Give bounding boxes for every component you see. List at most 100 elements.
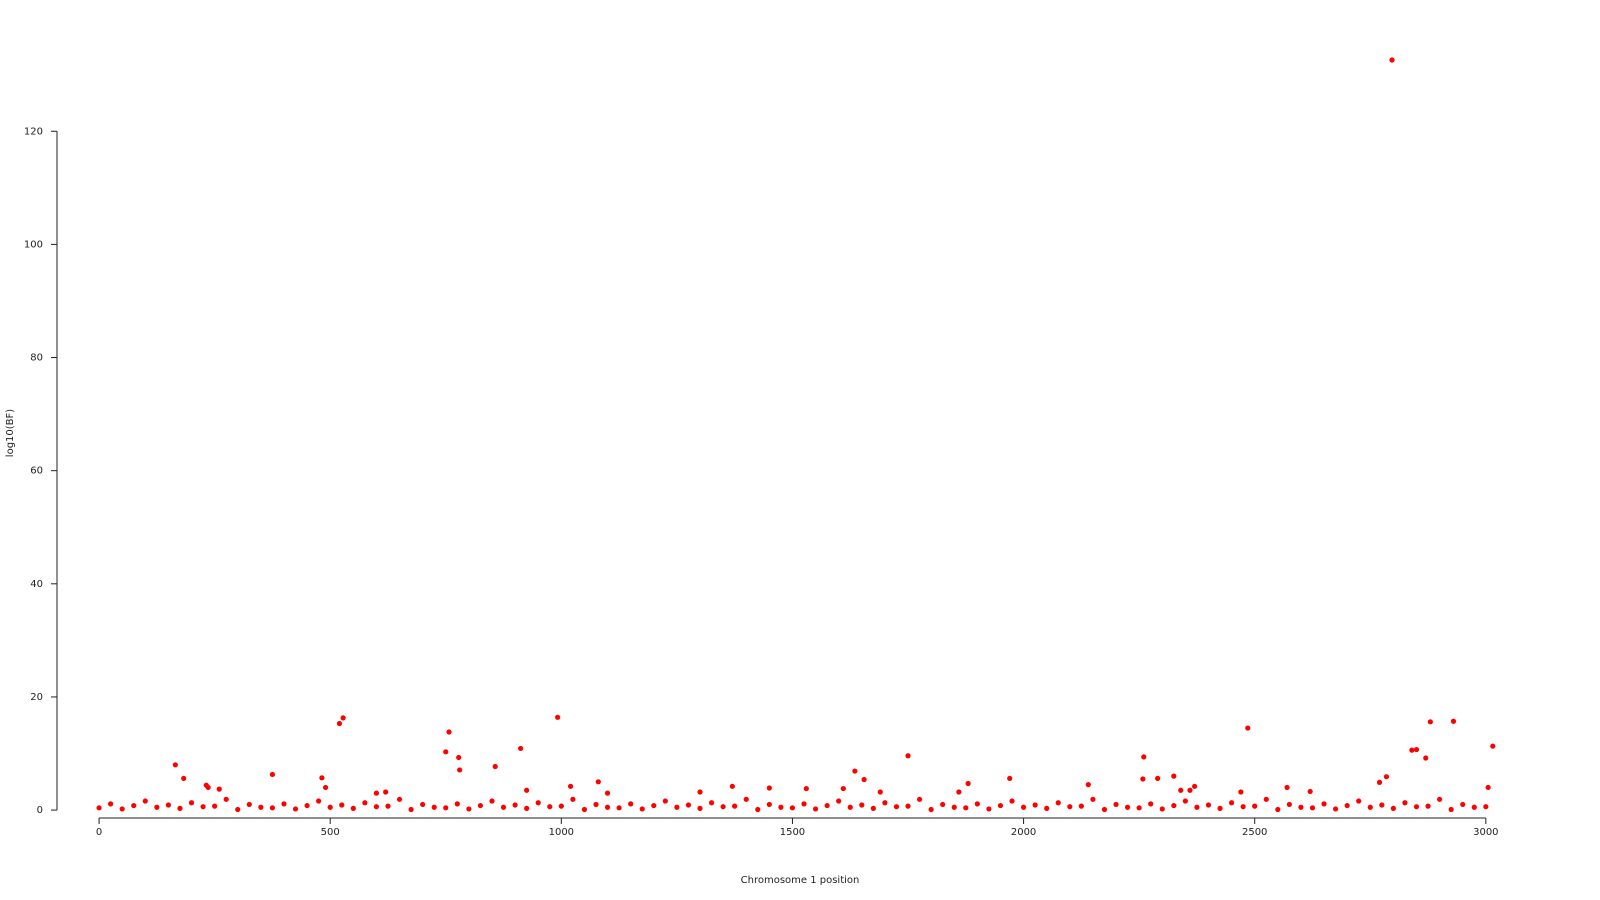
point (766, 801, 772, 808)
point (1483, 804, 1489, 810)
point (1485, 784, 1491, 791)
point (269, 805, 276, 811)
point (1356, 798, 1362, 804)
point (697, 805, 703, 811)
point (1101, 806, 1108, 813)
point (1240, 804, 1246, 810)
point (778, 804, 784, 810)
point (269, 771, 276, 778)
point (1286, 801, 1292, 808)
point (567, 783, 574, 789)
point (766, 785, 772, 791)
point (697, 789, 703, 795)
point (1238, 789, 1244, 795)
y-tick-label: 20 (30, 692, 43, 703)
point (905, 803, 911, 809)
point (940, 801, 946, 808)
point (708, 800, 715, 806)
point (789, 805, 796, 811)
point (1423, 755, 1429, 761)
point (131, 802, 137, 809)
point (524, 805, 530, 811)
point (319, 775, 325, 781)
point (1275, 806, 1281, 813)
point (1192, 783, 1198, 789)
point (1332, 806, 1339, 812)
x-tick-label: 0 (96, 827, 102, 838)
point (1171, 773, 1177, 779)
point (555, 714, 561, 720)
point (373, 804, 380, 810)
point (905, 753, 911, 759)
point (431, 804, 437, 810)
point (108, 801, 114, 807)
point (1136, 805, 1142, 811)
point (1389, 57, 1395, 63)
point (396, 796, 403, 802)
point (628, 801, 634, 807)
point (956, 789, 962, 795)
point (1425, 803, 1431, 809)
point (1090, 796, 1096, 802)
point (1085, 782, 1091, 788)
point (443, 805, 449, 811)
point (1383, 774, 1390, 780)
point (1032, 802, 1038, 808)
point (847, 804, 853, 810)
point (1228, 800, 1235, 806)
point (1007, 775, 1013, 782)
point (200, 804, 206, 810)
point (1020, 804, 1027, 810)
point (512, 802, 518, 808)
x-tick-label: 500 (321, 827, 340, 838)
point (1402, 800, 1408, 806)
point (456, 754, 462, 761)
point (212, 803, 218, 809)
point (861, 776, 867, 783)
point (651, 802, 657, 809)
point (322, 784, 329, 791)
y-tick-label: 120 (24, 126, 43, 137)
point (373, 790, 380, 796)
point (1055, 800, 1061, 806)
point (616, 805, 622, 811)
point (662, 798, 668, 804)
point (1205, 802, 1212, 808)
point (801, 801, 807, 807)
y-tick-label: 80 (30, 353, 43, 364)
point (154, 804, 160, 810)
point (205, 784, 211, 791)
point (518, 745, 524, 752)
point (1155, 775, 1161, 782)
point (454, 801, 460, 807)
y-tick-label: 40 (30, 579, 43, 590)
point (836, 798, 842, 804)
point (812, 806, 819, 812)
point (362, 800, 368, 806)
y-tick-label: 0 (37, 805, 43, 816)
point (1148, 801, 1154, 807)
point (604, 804, 611, 810)
point (1376, 779, 1383, 785)
point (1067, 804, 1073, 810)
point (581, 806, 588, 813)
point (1367, 804, 1373, 810)
point (595, 779, 601, 785)
point (477, 802, 484, 809)
point (1141, 754, 1147, 760)
point (685, 802, 692, 808)
point (1413, 804, 1420, 810)
x-tick-label: 2000 (1011, 827, 1036, 838)
point (859, 802, 865, 808)
point (350, 805, 356, 811)
point (96, 805, 102, 811)
point (1409, 747, 1415, 753)
point (383, 789, 389, 795)
point (172, 762, 178, 768)
point (340, 715, 346, 721)
point (336, 720, 343, 727)
point (457, 767, 463, 773)
point (1448, 806, 1454, 813)
point (852, 768, 858, 774)
